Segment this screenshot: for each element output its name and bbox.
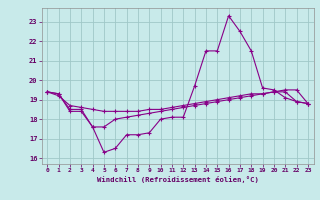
X-axis label: Windchill (Refroidissement éolien,°C): Windchill (Refroidissement éolien,°C) — [97, 176, 259, 183]
